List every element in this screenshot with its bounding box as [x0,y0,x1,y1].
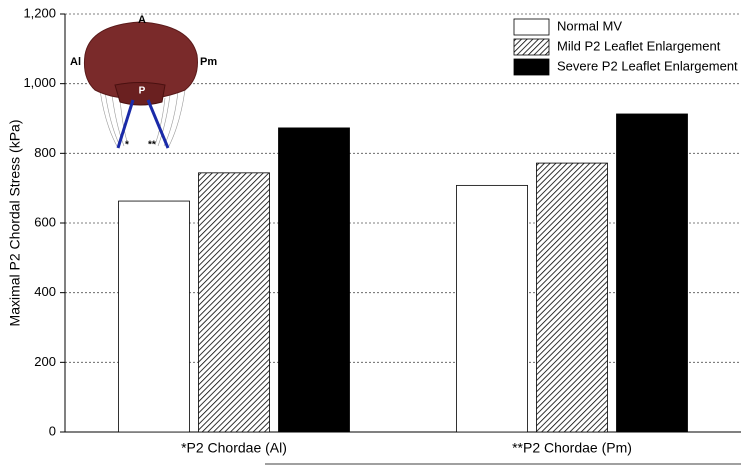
y-tick-label: 400 [34,284,56,299]
bar [616,113,688,433]
y-tick-label: 1,200 [23,5,56,20]
inset-label: A [138,14,146,26]
legend-label: Severe P2 Leaflet Enlargement [557,58,738,73]
y-tick-label: 800 [34,145,56,160]
legend-swatch [513,58,550,76]
inset-label: ** [148,140,156,151]
inset-valve: A Al Pm P * ** [70,14,217,151]
inset-label: Pm [200,56,217,68]
legend-label: Normal MV [557,18,622,33]
y-axis-label: Maximal P2 Chordal Stress (kPa) [7,120,23,327]
bar [456,184,528,433]
inset-label: * [125,140,129,151]
x-tick-label: *P2 Chordae (Al) [181,440,287,456]
bar [198,172,270,433]
y-tick-label: 200 [34,354,56,369]
y-tick-label: 1,000 [23,75,56,90]
bar [278,127,350,433]
legend-swatch [513,18,550,36]
bar [118,200,190,433]
inset-label: Al [70,56,81,68]
inset-label: P [139,86,146,97]
bar [536,162,608,433]
legend-label: Mild P2 Leaflet Enlargement [557,38,721,53]
legend-swatch [513,38,550,56]
y-tick-label: 600 [34,214,56,229]
x-tick-label: **P2 Chordae (Pm) [512,440,632,456]
y-tick-label: 0 [49,423,56,438]
